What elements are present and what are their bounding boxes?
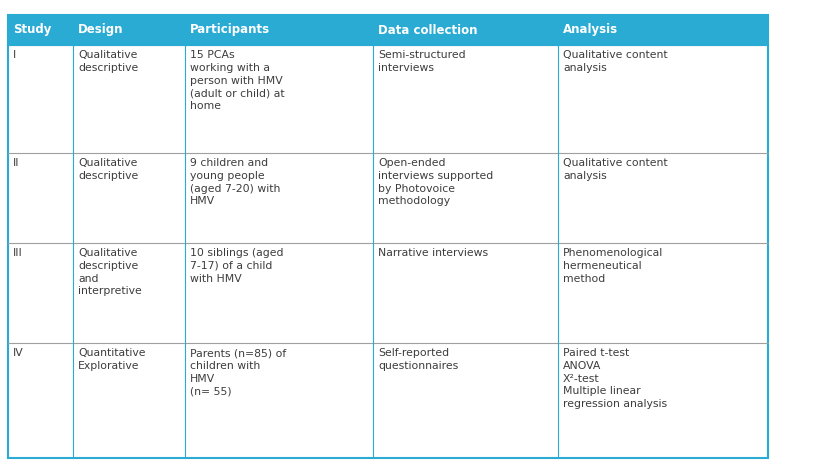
Bar — [73, 153, 185, 243]
Bar — [185, 15, 373, 45]
Bar — [73, 243, 185, 343]
Bar — [558, 153, 768, 243]
Bar — [73, 45, 185, 153]
Text: Phenomenological
hermeneutical
method: Phenomenological hermeneutical method — [563, 248, 663, 284]
Bar — [8, 343, 73, 458]
Bar — [185, 243, 373, 343]
Text: Open-ended
interviews supported
by Photovoice
methodology: Open-ended interviews supported by Photo… — [378, 158, 493, 206]
Bar — [185, 153, 373, 243]
Bar — [558, 15, 768, 45]
Bar — [185, 343, 373, 458]
Text: Study: Study — [13, 24, 51, 37]
Bar — [558, 243, 768, 343]
Text: Data collection: Data collection — [378, 24, 478, 37]
Bar — [373, 243, 558, 343]
Bar — [8, 243, 73, 343]
Text: Analysis: Analysis — [563, 24, 618, 37]
Bar — [73, 343, 185, 458]
Text: Design: Design — [78, 24, 124, 37]
Bar — [8, 15, 73, 45]
Text: 10 siblings (aged
7-17) of a child
with HMV: 10 siblings (aged 7-17) of a child with … — [190, 248, 284, 284]
Bar — [8, 153, 73, 243]
Bar — [73, 15, 185, 45]
Text: Participants: Participants — [190, 24, 270, 37]
Text: Semi-structured
interviews: Semi-structured interviews — [378, 50, 465, 73]
Text: IV: IV — [13, 348, 24, 358]
Text: Qualitative
descriptive: Qualitative descriptive — [78, 50, 139, 73]
Text: Parents (n=85) of
children with
HMV
(n= 55): Parents (n=85) of children with HMV (n= … — [190, 348, 286, 396]
Text: Qualitative
descriptive
and
interpretive: Qualitative descriptive and interpretive — [78, 248, 142, 296]
Text: 15 PCAs
working with a
person with HMV
(adult or child) at
home: 15 PCAs working with a person with HMV (… — [190, 50, 284, 111]
Bar — [373, 45, 558, 153]
Text: Paired t-test
ANOVA
X²-test
Multiple linear
regression analysis: Paired t-test ANOVA X²-test Multiple lin… — [563, 348, 667, 409]
Text: Qualitative
descriptive: Qualitative descriptive — [78, 158, 139, 181]
Bar — [373, 343, 558, 458]
Text: I: I — [13, 50, 16, 60]
Text: Narrative interviews: Narrative interviews — [378, 248, 488, 258]
Bar — [558, 45, 768, 153]
Bar — [373, 153, 558, 243]
Text: III: III — [13, 248, 23, 258]
Text: Quantitative
Explorative: Quantitative Explorative — [78, 348, 146, 371]
Text: Self-reported
questionnaires: Self-reported questionnaires — [378, 348, 458, 371]
Text: 9 children and
young people
(aged 7-20) with
HMV: 9 children and young people (aged 7-20) … — [190, 158, 280, 206]
Bar — [185, 45, 373, 153]
Text: Qualitative content
analysis: Qualitative content analysis — [563, 158, 667, 181]
Text: II: II — [13, 158, 20, 168]
Bar — [373, 15, 558, 45]
Text: Qualitative content
analysis: Qualitative content analysis — [563, 50, 667, 73]
Bar — [558, 343, 768, 458]
Bar — [8, 45, 73, 153]
